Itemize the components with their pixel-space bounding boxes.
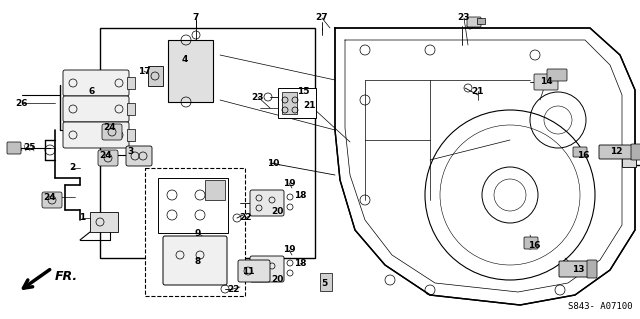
Text: 18: 18 — [294, 191, 307, 201]
FancyBboxPatch shape — [42, 192, 62, 208]
Text: 10: 10 — [267, 159, 279, 167]
FancyBboxPatch shape — [63, 70, 129, 96]
Text: 22: 22 — [227, 285, 239, 293]
Text: 24: 24 — [104, 123, 116, 132]
Text: 6: 6 — [89, 86, 95, 95]
Text: 13: 13 — [572, 265, 584, 275]
Text: 20: 20 — [271, 206, 283, 216]
Text: 25: 25 — [23, 144, 35, 152]
FancyBboxPatch shape — [63, 122, 129, 148]
Bar — [148, 66, 163, 86]
FancyBboxPatch shape — [587, 260, 597, 278]
Text: 2: 2 — [69, 164, 75, 173]
Text: 16: 16 — [528, 241, 540, 249]
FancyBboxPatch shape — [534, 74, 558, 90]
FancyBboxPatch shape — [599, 145, 633, 159]
Bar — [278, 88, 316, 118]
Text: 18: 18 — [294, 258, 307, 268]
FancyBboxPatch shape — [250, 190, 284, 216]
Text: 24: 24 — [100, 151, 112, 160]
Text: 4: 4 — [182, 55, 188, 63]
Text: 19: 19 — [283, 179, 295, 188]
Text: 27: 27 — [316, 13, 328, 23]
Bar — [477, 18, 485, 24]
Bar — [282, 92, 297, 114]
FancyBboxPatch shape — [250, 256, 284, 282]
Text: 26: 26 — [16, 99, 28, 108]
Text: S843- A07100: S843- A07100 — [568, 302, 632, 311]
Bar — [622, 145, 636, 167]
FancyBboxPatch shape — [126, 146, 152, 166]
Text: FR.: FR. — [55, 271, 78, 284]
FancyBboxPatch shape — [7, 142, 21, 154]
Text: 21: 21 — [472, 86, 484, 95]
FancyBboxPatch shape — [559, 261, 589, 277]
FancyBboxPatch shape — [524, 237, 538, 249]
Text: 12: 12 — [610, 147, 622, 157]
Text: 11: 11 — [242, 266, 254, 276]
Polygon shape — [335, 28, 635, 305]
Text: 9: 9 — [195, 228, 201, 238]
Text: 3: 3 — [128, 147, 134, 157]
Text: 5: 5 — [321, 278, 327, 287]
Bar — [145, 168, 245, 296]
Bar — [100, 28, 315, 258]
Text: 15: 15 — [297, 87, 309, 97]
Text: 17: 17 — [138, 66, 150, 76]
Text: 8: 8 — [195, 257, 201, 266]
Text: 22: 22 — [239, 213, 252, 222]
Text: 16: 16 — [577, 151, 589, 160]
Bar — [90, 212, 118, 232]
Bar — [127, 129, 135, 141]
Bar — [320, 273, 332, 291]
FancyBboxPatch shape — [547, 69, 567, 81]
Bar — [127, 103, 135, 115]
FancyBboxPatch shape — [98, 150, 118, 166]
Text: 21: 21 — [303, 101, 316, 110]
Text: 1: 1 — [79, 213, 85, 222]
Bar — [158, 178, 228, 233]
FancyBboxPatch shape — [163, 236, 227, 285]
FancyBboxPatch shape — [631, 144, 640, 160]
FancyBboxPatch shape — [63, 96, 129, 122]
Bar — [127, 77, 135, 89]
Text: 7: 7 — [193, 13, 199, 23]
Text: 23: 23 — [252, 93, 264, 101]
Text: 24: 24 — [44, 192, 56, 202]
Text: 20: 20 — [271, 275, 283, 284]
FancyBboxPatch shape — [238, 260, 270, 282]
Text: 23: 23 — [458, 13, 470, 23]
FancyBboxPatch shape — [573, 147, 587, 157]
Bar — [168, 40, 213, 102]
FancyBboxPatch shape — [102, 124, 122, 140]
Text: 19: 19 — [283, 246, 295, 255]
Bar — [205, 180, 225, 200]
Text: 14: 14 — [540, 78, 552, 86]
FancyBboxPatch shape — [467, 17, 481, 27]
